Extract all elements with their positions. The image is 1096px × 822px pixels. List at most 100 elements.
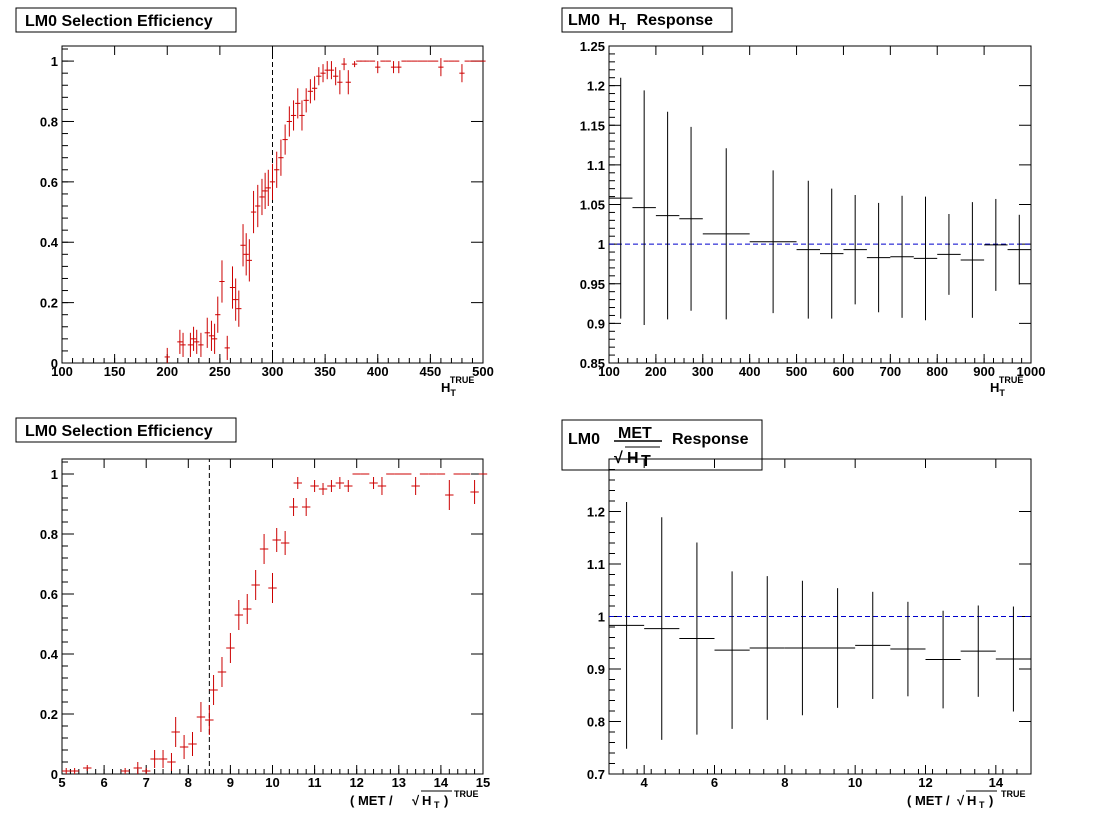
data-point — [158, 750, 168, 768]
data-point — [70, 768, 79, 774]
data-point — [204, 317, 210, 348]
x-axis-label-true: TRUE — [1001, 789, 1026, 799]
data-point — [470, 480, 479, 504]
y-tick-label: 1.15 — [580, 118, 605, 133]
y-tick-label: 0 — [51, 767, 58, 782]
chart-title: LM0 Selection Efficiency — [25, 13, 213, 30]
y-tick-label: 1.2 — [587, 79, 605, 94]
data-point — [246, 239, 252, 282]
data-point — [445, 480, 454, 510]
x-tick-label: 200 — [156, 364, 178, 379]
data-point — [188, 732, 197, 756]
chart-title: LM0 HT Response — [568, 12, 713, 34]
data-point — [180, 332, 186, 357]
x-tick-label: 1000 — [1017, 364, 1046, 379]
x-axis-label-h: H — [967, 793, 976, 808]
data-point — [632, 90, 656, 325]
title-lm0: LM0 — [568, 12, 600, 29]
x-tick-label: 8 — [185, 775, 192, 790]
data-point — [219, 260, 225, 303]
y-tick-label: 0.4 — [40, 647, 59, 662]
data-point — [211, 323, 218, 354]
panel-ht-efficiency: LM0 Selection Efficiency 100 150 200 250 300… — [15, 7, 494, 398]
x-tick-label: 14 — [989, 775, 1004, 790]
data-point — [438, 58, 444, 77]
data-point — [310, 480, 319, 492]
y-tick-label: 0.8 — [587, 715, 605, 730]
x-tick-label: 300 — [262, 364, 284, 379]
data-point — [913, 196, 938, 321]
data-point — [679, 542, 715, 735]
y-tick-label: 1 — [51, 467, 58, 482]
sqrt-sign-icon: √ — [412, 793, 420, 808]
data-point — [243, 233, 249, 276]
x-tick-label: 500 — [786, 364, 808, 379]
data-point — [1007, 214, 1031, 285]
data-point — [609, 77, 633, 319]
data-point — [820, 588, 856, 708]
axis-ticks: 4 6 8 10 12 14 0.7 0.8 0.9 1 1.1 1.2 — [587, 458, 1032, 790]
y-tick-label: 1.1 — [587, 158, 605, 173]
data-point — [259, 534, 269, 564]
x-tick-label: 200 — [645, 364, 667, 379]
x-tick-label: 12 — [349, 775, 363, 790]
data-point — [960, 202, 985, 318]
data-point — [259, 178, 265, 216]
data-point — [843, 194, 867, 305]
data-point — [209, 675, 218, 705]
x-tick-label: 9 — [227, 775, 234, 790]
data-point — [177, 329, 183, 354]
data-point — [925, 610, 961, 709]
x-tick-label: 10 — [265, 775, 279, 790]
axis-ticks: 100 150 200 250 300 350 400 450 500 0 0.2 0.4 0.6 0.8… — [40, 46, 494, 379]
data-point — [167, 753, 176, 771]
data-point — [796, 180, 820, 319]
x-tick-label: 300 — [692, 364, 714, 379]
data-point — [375, 61, 381, 74]
x-axis-label-true: TRUE — [450, 375, 475, 385]
y-tick-label: 0.6 — [40, 587, 58, 602]
x-tick-label: 6 — [711, 775, 718, 790]
x-axis-label: HT TRUE — [441, 375, 474, 398]
data-point — [714, 571, 750, 729]
data-point — [303, 88, 309, 113]
data-point — [282, 124, 288, 155]
y-tick-label: 1 — [598, 610, 605, 625]
data-point — [369, 477, 378, 489]
title-lm0: LM0 — [568, 431, 600, 448]
x-tick-label: 100 — [598, 364, 620, 379]
title-response: Response — [672, 431, 749, 448]
data-point — [234, 600, 244, 630]
panel-ht-response: LM0 HT Response 100 200 300 400 500 600 700 800… — [561, 7, 1046, 398]
x-tick-label: 12 — [918, 775, 932, 790]
panel-met-efficiency: LM0 Selection Efficiency 5 6 7 8 9 10 11 12 13 14… — [15, 417, 490, 810]
data-point — [286, 106, 292, 137]
x-tick-label: 13 — [392, 775, 406, 790]
title-met: MET — [618, 425, 652, 442]
x-tick-label: 6 — [100, 775, 107, 790]
data-point — [311, 76, 318, 101]
data-point — [265, 169, 271, 207]
data-point — [327, 480, 336, 492]
x-axis-label-h: H — [990, 380, 999, 395]
data-point — [269, 163, 276, 200]
data-point — [328, 61, 335, 80]
y-tick-label: 1.05 — [580, 198, 605, 213]
data-point — [226, 633, 235, 663]
y-tick-label: 0.2 — [40, 707, 58, 722]
y-tick-label: 1.2 — [587, 505, 605, 520]
x-axis-label-h: H — [441, 380, 450, 395]
y-tick-label: 0 — [51, 356, 58, 371]
data-point — [345, 70, 351, 95]
x-tick-label: 400 — [367, 364, 389, 379]
y-tick-label: 0.4 — [40, 235, 59, 250]
data-point — [396, 61, 402, 74]
data-point — [224, 335, 230, 360]
data-point — [749, 170, 797, 314]
x-tick-label: 4 — [641, 775, 649, 790]
x-tick-label: 500 — [472, 364, 494, 379]
x-axis-label-h: H — [422, 793, 431, 808]
y-tick-label: 1.1 — [587, 557, 605, 572]
data-point — [890, 601, 926, 697]
axis-ticks: 5 6 7 8 9 10 11 12 13 14 15 0 0.2 0.4 0.6 0.8 1 — [40, 459, 490, 790]
